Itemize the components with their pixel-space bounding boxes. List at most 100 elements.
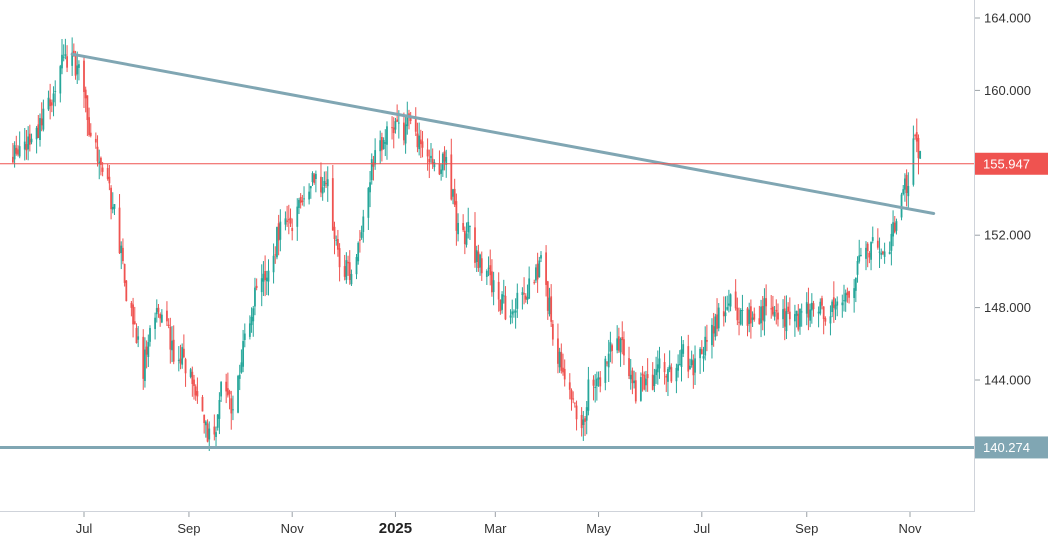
candle [645,370,647,392]
candle [125,280,128,302]
candle [52,86,55,117]
candle [788,297,791,326]
candle [76,51,79,84]
candle [298,197,300,215]
candle [465,222,468,248]
candle [226,372,229,398]
candle [177,346,180,372]
candle [362,209,365,243]
candle [343,254,346,281]
candle [230,390,233,430]
candle [607,339,610,383]
candle [485,269,488,285]
candle [783,295,786,341]
candle [228,389,231,410]
candle [523,277,525,305]
candle [255,278,258,291]
candle [201,394,204,412]
candle [639,372,642,402]
candle [23,127,26,161]
candle [738,307,740,336]
candle [699,346,702,374]
candle [149,325,151,347]
candle [264,255,267,297]
candle [717,303,720,332]
candle [582,411,585,441]
candle [866,242,869,268]
trendline[interactable] [70,52,936,215]
candle [469,225,471,240]
candle [656,350,659,385]
candle [726,295,729,311]
candle [403,112,405,146]
candle [480,251,483,281]
support-price-tag: 140.274 [975,436,1048,459]
candle [782,299,784,328]
candle [216,413,219,431]
candle [113,204,116,215]
overlays-layer [0,52,974,449]
candle [232,395,234,421]
candle [118,194,121,255]
candle [511,299,514,324]
candle [367,186,370,230]
candle [785,295,788,340]
candle [438,150,441,176]
candle [321,177,324,201]
candle [47,90,50,111]
candle [157,303,160,318]
candle [905,169,908,207]
candle [111,192,114,214]
y-tick-label: 148.000 [984,300,1031,315]
candle [841,294,844,318]
candle [675,363,678,394]
x-tick-label: May [586,521,611,536]
candle [179,344,182,370]
candle [621,321,624,355]
candle [218,392,221,435]
candle [489,249,492,286]
candle [812,300,815,317]
candle [311,171,314,187]
candle [749,299,752,339]
candle [35,125,38,154]
candle [272,243,275,284]
candle [902,184,905,196]
candle [142,329,145,390]
candle [450,138,453,201]
candle [883,242,886,264]
candle [220,380,223,402]
candle [492,271,495,306]
candle [191,366,194,397]
candle [421,131,424,158]
candle [809,303,812,328]
time-axis[interactable]: Jul Sep Nov 2025 Mar May Jul Sep Nov [76,512,922,537]
candle [392,117,395,149]
candle [463,226,466,255]
candle [182,334,185,359]
candle [904,173,906,202]
candle [110,185,112,220]
candle [167,318,170,329]
candle [860,247,862,257]
candle [893,215,896,234]
candle [457,213,459,242]
candle [501,291,503,314]
candle [876,228,879,250]
candle [213,414,216,441]
candle [499,299,502,315]
candle [810,293,813,324]
candle [524,293,527,303]
candle [758,305,761,325]
candle [528,266,531,300]
candle [89,123,92,138]
candle [678,350,681,366]
candle [521,287,524,310]
candle [88,107,90,137]
svg-text:155.947: 155.947 [983,156,1030,171]
candle [592,375,595,401]
candle [419,129,422,159]
candle [680,336,683,382]
